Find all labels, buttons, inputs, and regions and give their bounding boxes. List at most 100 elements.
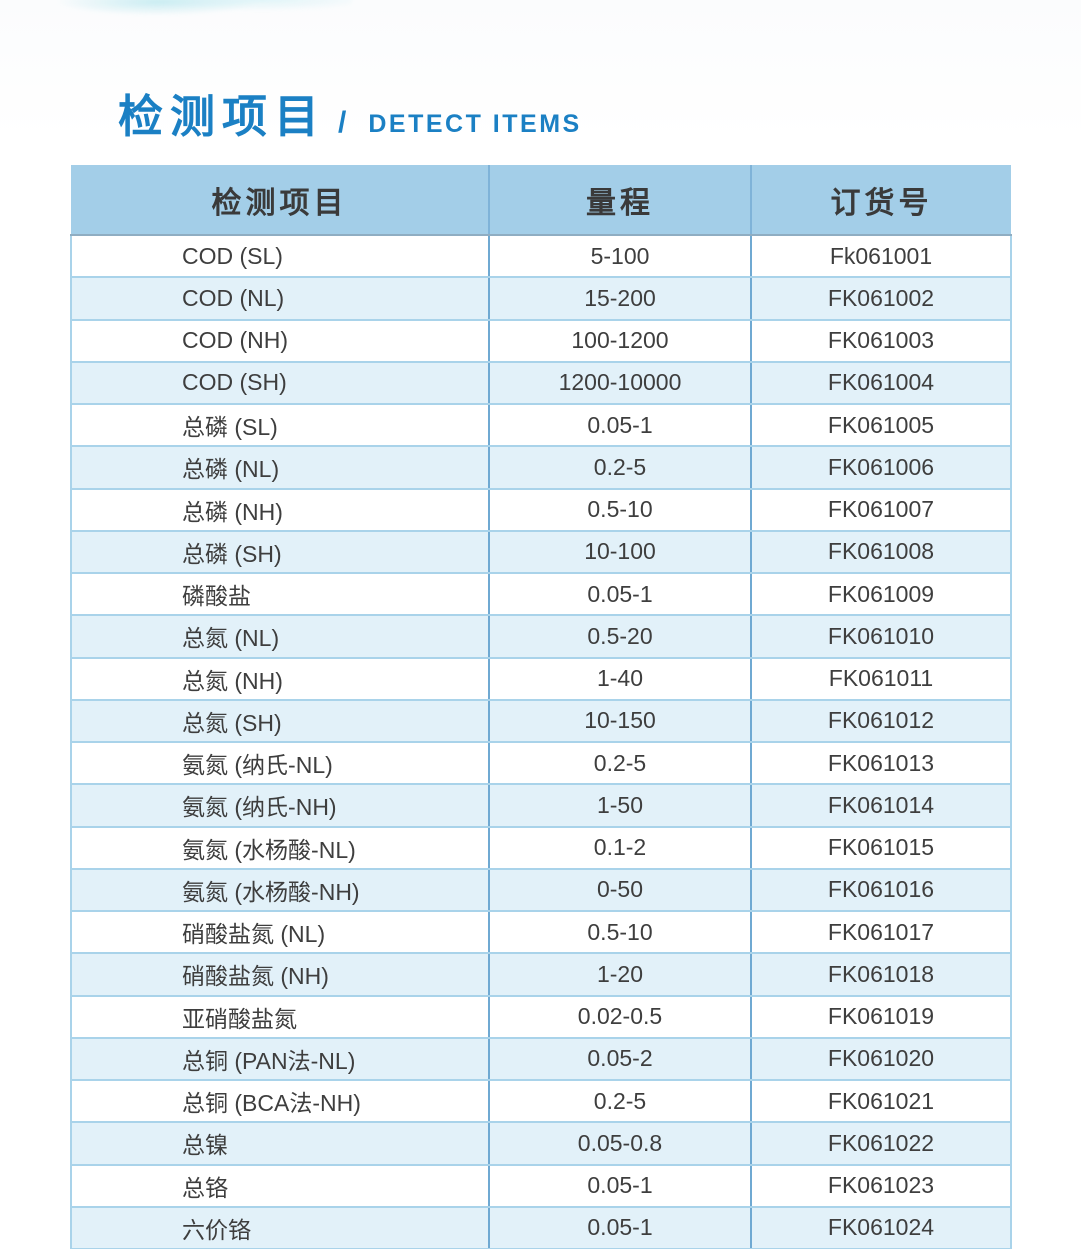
title-separator-slash: / bbox=[338, 106, 347, 139]
cell-range: 1-50 bbox=[489, 783, 752, 828]
table-row: 总氮 (NL) 0.5-20 FK061010 bbox=[70, 614, 1012, 659]
cell-detect-item: 总氮 (NL) bbox=[70, 614, 490, 659]
cell-order-no: FK061014 bbox=[751, 783, 1012, 828]
cell-order-no: FK061017 bbox=[751, 909, 1012, 955]
cell-detect-item: 总氮 (SH) bbox=[70, 698, 490, 744]
cell-order-no: FK061003 bbox=[751, 318, 1012, 363]
cell-order-no: FK061021 bbox=[751, 1078, 1012, 1124]
cell-range: 1-40 bbox=[489, 656, 752, 701]
cell-range: 10-100 bbox=[489, 529, 752, 575]
cell-range: 0.05-0.8 bbox=[489, 1121, 752, 1166]
cell-detect-item: 总铬 bbox=[70, 1163, 490, 1208]
cell-order-no: Fk061001 bbox=[751, 235, 1012, 279]
cell-order-no: FK061019 bbox=[751, 994, 1012, 1039]
cell-order-no: FK061005 bbox=[751, 402, 1012, 448]
cell-range: 0.2-5 bbox=[489, 740, 752, 786]
table-row: 总氮 (NH) 1-40 FK061011 bbox=[70, 656, 1012, 701]
cell-range: 0.2-5 bbox=[489, 1078, 752, 1124]
cell-detect-item: 总磷 (NL) bbox=[70, 445, 490, 490]
cell-range: 5-100 bbox=[489, 235, 752, 279]
table-row: 氨氮 (水杨酸-NH) 0-50 FK061016 bbox=[70, 867, 1012, 913]
table-row: 总磷 (SL) 0.05-1 FK061005 bbox=[70, 402, 1012, 448]
cell-detect-item: 氨氮 (纳氏-NH) bbox=[70, 783, 490, 828]
table-row: 氨氮 (纳氏-NH) 1-50 FK061014 bbox=[70, 783, 1012, 828]
cell-range: 0.1-2 bbox=[489, 825, 752, 870]
cell-range: 0.05-1 bbox=[489, 1205, 752, 1249]
table-row: 亚硝酸盐氮 0.02-0.5 FK061019 bbox=[70, 994, 1012, 1039]
cell-range: 0-50 bbox=[489, 867, 752, 913]
table-row: 总镍 0.05-0.8 FK061022 bbox=[70, 1121, 1012, 1166]
cell-range: 0.05-1 bbox=[489, 402, 752, 448]
table-row: 总磷 (NL) 0.2-5 FK061006 bbox=[70, 445, 1012, 490]
cell-range: 0.5-10 bbox=[489, 487, 752, 532]
table-row: COD (NL) 15-200 FK061002 bbox=[70, 276, 1012, 321]
cell-order-no: FK061012 bbox=[751, 698, 1012, 744]
cell-range: 15-200 bbox=[489, 276, 752, 321]
table-row: COD (SL) 5-100 Fk061001 bbox=[70, 235, 1012, 279]
cell-detect-item: 硝酸盐氮 (NL) bbox=[70, 909, 490, 955]
cell-order-no: FK061023 bbox=[751, 1163, 1012, 1208]
decorative-wave-fragment bbox=[52, 0, 352, 20]
table-row: 氨氮 (水杨酸-NL) 0.1-2 FK061015 bbox=[70, 825, 1012, 870]
cell-range: 0.5-10 bbox=[489, 909, 752, 955]
cell-order-no: FK061010 bbox=[751, 614, 1012, 659]
table-row: COD (NH) 100-1200 FK061003 bbox=[70, 318, 1012, 363]
table-row: 磷酸盐 0.05-1 FK061009 bbox=[70, 571, 1012, 617]
section-title: 检测项目 / DETECT ITEMS bbox=[118, 80, 582, 145]
cell-range: 0.02-0.5 bbox=[489, 994, 752, 1039]
table-row: 总铜 (PAN法-NL) 0.05-2 FK061020 bbox=[70, 1036, 1012, 1082]
cell-detect-item: COD (NL) bbox=[70, 276, 490, 321]
cell-detect-item: 总镍 bbox=[70, 1121, 490, 1166]
cell-detect-item: COD (SH) bbox=[70, 360, 490, 406]
cell-range: 1-20 bbox=[489, 952, 752, 997]
cell-range: 0.05-1 bbox=[489, 1163, 752, 1208]
cell-detect-item: COD (NH) bbox=[70, 318, 490, 363]
cell-range: 0.05-1 bbox=[489, 571, 752, 617]
cell-order-no: FK061024 bbox=[751, 1205, 1012, 1249]
table-body: COD (SL) 5-100 Fk061001 COD (NL) 15-200 FK061… bbox=[70, 235, 1012, 1249]
table-header-row: 检测项目 量程 订货号 bbox=[71, 165, 1011, 236]
table-row: 总铜 (BCA法-NH) 0.2-5 FK061021 bbox=[70, 1078, 1012, 1124]
cell-range: 1200-10000 bbox=[489, 360, 752, 406]
cell-detect-item: 总磷 (SL) bbox=[70, 402, 490, 448]
cell-order-no: FK061018 bbox=[751, 952, 1012, 997]
section-title-zh: 检测项目 bbox=[118, 91, 327, 142]
cell-order-no: FK061002 bbox=[751, 276, 1012, 321]
cell-detect-item: 总磷 (SH) bbox=[70, 529, 490, 575]
column-header-range: 量程 bbox=[489, 165, 752, 236]
table-row: 硝酸盐氮 (NH) 1-20 FK061018 bbox=[70, 952, 1012, 997]
cell-order-no: FK061008 bbox=[751, 529, 1012, 575]
cell-detect-item: 氨氮 (水杨酸-NH) bbox=[70, 867, 490, 913]
cell-detect-item: 磷酸盐 bbox=[70, 571, 490, 617]
cell-order-no: FK061020 bbox=[751, 1036, 1012, 1082]
cell-range: 0.05-2 bbox=[489, 1036, 752, 1082]
column-header-detect-item: 检测项目 bbox=[71, 165, 490, 236]
cell-range: 0.2-5 bbox=[489, 445, 752, 490]
cell-detect-item: 总铜 (PAN法-NL) bbox=[70, 1036, 490, 1082]
detect-items-table: 检测项目 量程 订货号 COD (SL) 5-100 Fk061001 COD (NL… bbox=[70, 165, 1012, 1249]
cell-order-no: FK061015 bbox=[751, 825, 1012, 870]
cell-order-no: FK061011 bbox=[751, 656, 1012, 701]
cell-order-no: FK061009 bbox=[751, 571, 1012, 617]
table-row: 总磷 (NH) 0.5-10 FK061007 bbox=[70, 487, 1012, 532]
section-title-en: DETECT ITEMS bbox=[368, 110, 582, 138]
column-header-order-no: 订货号 bbox=[751, 165, 1011, 236]
table-row: COD (SH) 1200-10000 FK061004 bbox=[70, 360, 1012, 406]
cell-order-no: FK061004 bbox=[751, 360, 1012, 406]
table-row: 总氮 (SH) 10-150 FK061012 bbox=[70, 698, 1012, 744]
cell-detect-item: 总氮 (NH) bbox=[70, 656, 490, 701]
table-row: 硝酸盐氮 (NL) 0.5-10 FK061017 bbox=[70, 909, 1012, 955]
cell-detect-item: 六价铬 bbox=[70, 1205, 490, 1249]
cell-order-no: FK061013 bbox=[751, 740, 1012, 786]
cell-detect-item: 亚硝酸盐氮 bbox=[70, 994, 490, 1039]
cell-order-no: FK061007 bbox=[751, 487, 1012, 532]
cell-detect-item: COD (SL) bbox=[70, 235, 490, 279]
cell-detect-item: 硝酸盐氮 (NH) bbox=[70, 952, 490, 997]
cell-detect-item: 氨氮 (水杨酸-NL) bbox=[70, 825, 490, 870]
table-row: 总磷 (SH) 10-100 FK061008 bbox=[70, 529, 1012, 575]
table-row: 六价铬 0.05-1 FK061024 bbox=[70, 1205, 1012, 1249]
cell-range: 10-150 bbox=[489, 698, 752, 744]
cell-range: 0.5-20 bbox=[489, 614, 752, 659]
cell-detect-item: 总铜 (BCA法-NH) bbox=[70, 1078, 490, 1124]
